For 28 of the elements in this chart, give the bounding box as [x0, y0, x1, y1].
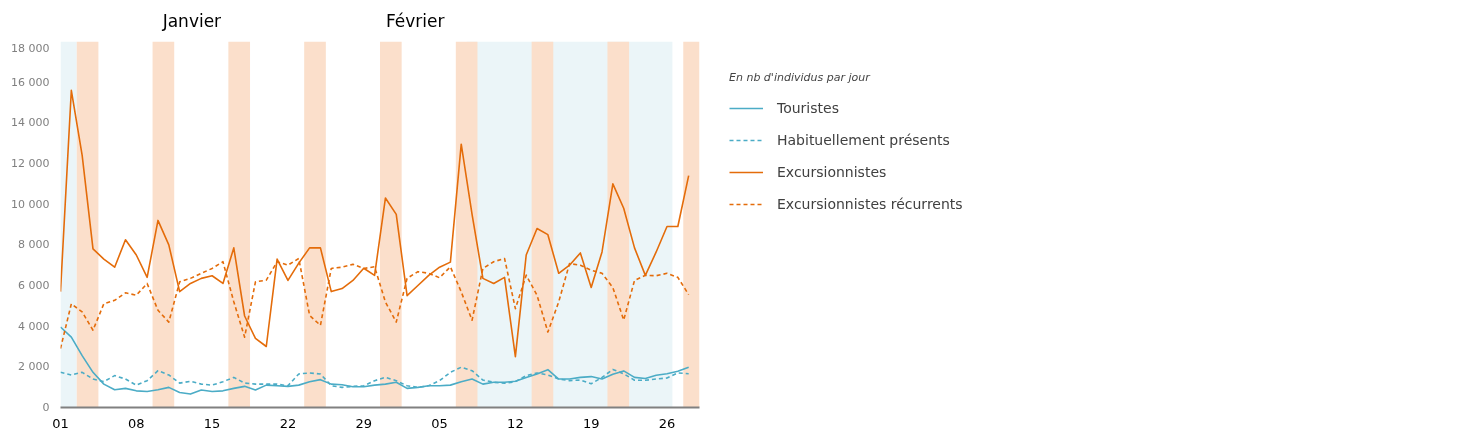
y-tick-label: 4 000: [18, 319, 50, 333]
text: Janvier: [161, 10, 222, 31]
text: Février: [385, 10, 445, 31]
x-tick-label: 08: [128, 415, 145, 431]
line-series: [60, 89, 690, 358]
line-series: [60, 326, 690, 395]
y-tick-label: 6 000: [18, 279, 50, 292]
x-tick-label: 19: [582, 415, 600, 431]
x-tick-label: 22: [279, 415, 297, 431]
y-tick-label: 0: [42, 401, 50, 414]
x-tick-label: 05: [431, 415, 448, 431]
y-tick-label: 10 000: [11, 197, 50, 211]
x-tick-label: 01: [52, 415, 69, 431]
x-tick-label: 29: [355, 415, 373, 431]
legend-title: En nb d'individus par jour: [729, 71, 872, 84]
x-tick-label: 15: [203, 415, 221, 431]
y-tick-label: 12 000: [11, 157, 50, 170]
legend-label: Excursionnistes récurrents: [777, 196, 963, 212]
legend-label: Habituellement présents: [777, 132, 950, 148]
legend-label: Excursionnistes: [777, 164, 887, 180]
y-tick-label: 2 000: [18, 360, 50, 374]
legend-label: Touristes: [777, 100, 839, 116]
y-tick-label: 16 000: [11, 75, 50, 89]
y-tick-label: 14 000: [11, 116, 50, 130]
y-tick-label: 8 000: [18, 238, 50, 252]
x-tick-label: 12: [507, 415, 524, 431]
y-tick-label: 18 000: [11, 41, 50, 55]
x-tick-label: 26: [658, 415, 676, 431]
